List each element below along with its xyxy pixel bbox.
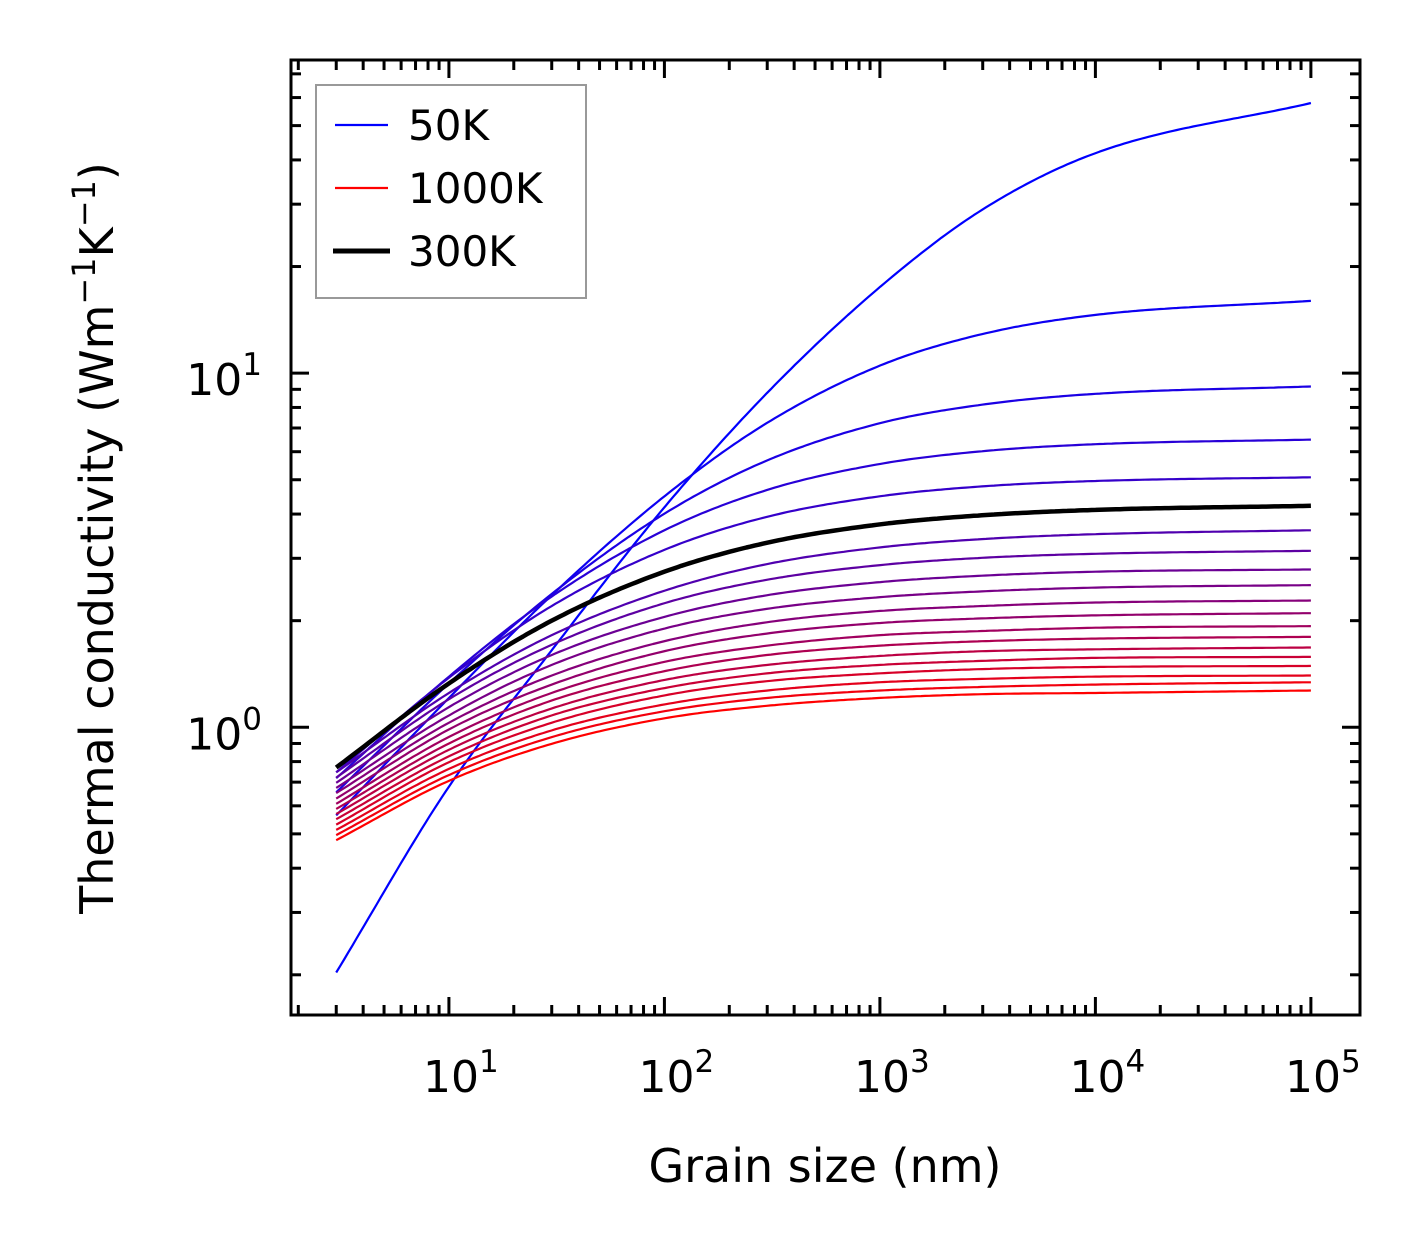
- x-tick-label: 105: [1285, 1044, 1361, 1103]
- series-line-750k: [335, 646, 1311, 815]
- x-tick-base: 10: [639, 1052, 695, 1103]
- x-tick-label: 103: [854, 1044, 930, 1103]
- x-tick-label: 102: [639, 1044, 715, 1103]
- curves-layer: [334, 101, 1312, 974]
- series-line-650k: [335, 625, 1311, 805]
- legend-label-1000k: 1000K: [408, 164, 544, 213]
- series-line-200k: [335, 438, 1311, 780]
- series-line-150k: [335, 385, 1311, 794]
- x-axis-label: Grain size (nm): [649, 1139, 1002, 1193]
- y-axis-label-end: ): [70, 162, 124, 180]
- y-tick-exponent: 0: [242, 701, 262, 737]
- series-line-1000k: [335, 689, 1311, 842]
- legend-box: [315, 84, 587, 299]
- y-axis-label: Thermal conductivity (Wm−1K−1): [65, 162, 124, 915]
- plot-frame: [289, 58, 1362, 1017]
- legend-label-50k: 50K: [408, 101, 490, 150]
- series-line-350k: [335, 529, 1311, 774]
- series-line-600k: [335, 612, 1311, 800]
- x-tick-exponent: 2: [695, 1044, 715, 1080]
- x-tick-label: 104: [1070, 1044, 1146, 1103]
- series-line-400k: [335, 549, 1311, 779]
- y-axis-label-sup2: −1: [65, 180, 103, 227]
- ticks-layer: [291, 60, 1360, 1015]
- y-tick-label: 101: [186, 347, 262, 406]
- y-axis-label-base: Thermal conductivity (Wm: [70, 305, 124, 915]
- x-tick-base: 10: [1285, 1052, 1341, 1103]
- series-line-900k: [335, 674, 1311, 831]
- y-axis-label-mid: K: [70, 225, 124, 257]
- legend: 50K 1000K 300K: [315, 84, 587, 299]
- series-line-950k: [335, 681, 1311, 837]
- x-tick-base: 10: [854, 1052, 910, 1103]
- series-line-100k: [335, 299, 1311, 817]
- series-line-550k: [335, 599, 1311, 795]
- x-tick-exponent: 5: [1341, 1044, 1361, 1080]
- x-tick-labels: 101 102 103 104 105: [423, 1044, 1361, 1103]
- series-line-700k: [335, 635, 1311, 810]
- x-tick-base: 10: [1070, 1052, 1126, 1103]
- y-tick-exponent: 1: [242, 347, 262, 383]
- series-line-850k: [335, 664, 1311, 826]
- y-axis-label-sup1: −1: [65, 257, 103, 304]
- x-tick-exponent: 1: [479, 1044, 499, 1080]
- series-line-800k: [335, 655, 1311, 821]
- x-tick-exponent: 3: [910, 1044, 930, 1080]
- x-tick-base: 10: [423, 1052, 479, 1103]
- y-tick-base: 10: [186, 709, 242, 760]
- legend-label-300k: 300K: [408, 227, 517, 276]
- x-tick-label: 101: [423, 1044, 499, 1103]
- series-line-450k: [335, 568, 1311, 784]
- series-line-300k: [334, 503, 1311, 770]
- y-tick-base: 10: [186, 355, 242, 406]
- y-tick-label: 100: [186, 701, 262, 760]
- series-line-250k: [335, 476, 1311, 774]
- series-line-500k: [335, 584, 1311, 789]
- x-tick-exponent: 4: [1126, 1044, 1146, 1080]
- series-line-50k: [335, 101, 1312, 974]
